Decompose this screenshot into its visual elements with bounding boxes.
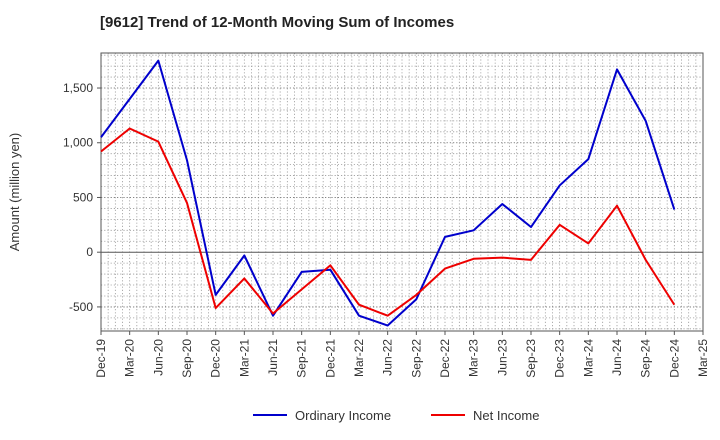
x-tick-label: Mar-23 (467, 339, 481, 377)
x-tick-label: Sep-23 (524, 339, 538, 378)
x-tick-label: Dec-20 (209, 339, 223, 378)
x-tick-label: Sep-24 (639, 339, 653, 378)
x-tick-label: Jun-20 (151, 339, 165, 376)
series-line-ordinary-income (100, 59, 676, 327)
series-line-net-income (100, 127, 676, 317)
y-tick-label: 500 (73, 190, 93, 204)
y-tick-label: 1,000 (63, 136, 93, 150)
x-tick-label: Sep-22 (409, 339, 423, 378)
x-tick-label: Mar-22 (352, 339, 366, 377)
x-tick-label: Dec-21 (323, 339, 337, 378)
x-tick-label: Jun-24 (610, 339, 624, 376)
x-tick-label: Mar-20 (123, 339, 137, 377)
x-tick-label: Mar-24 (581, 339, 595, 377)
legend-label: Ordinary Income (295, 408, 391, 423)
y-tick-label: 0 (86, 245, 93, 259)
plot-frame (100, 52, 704, 332)
x-tick-label: Mar-21 (237, 339, 251, 377)
legend-label: Net Income (473, 408, 539, 423)
x-tick-label: Dec-19 (94, 339, 108, 378)
y-tick-label: -500 (69, 300, 93, 314)
x-tick-label: Jun-22 (381, 339, 395, 376)
x-tick-label: Dec-22 (438, 339, 452, 378)
x-tick-label: Mar-25 (696, 339, 710, 377)
y-tick-label: 1,500 (63, 81, 93, 95)
y-axis-label: Amount (million yen) (7, 133, 22, 252)
x-tick-label: Dec-24 (667, 339, 681, 378)
chart-title: [9612] Trend of 12-Month Moving Sum of I… (100, 14, 455, 31)
x-tick-label: Dec-23 (553, 339, 567, 378)
x-tick-label: Sep-21 (295, 339, 309, 378)
x-tick-label: Jun-23 (495, 339, 509, 376)
x-tick-label: Jun-21 (266, 339, 280, 376)
x-tick-label: Sep-20 (180, 339, 194, 378)
